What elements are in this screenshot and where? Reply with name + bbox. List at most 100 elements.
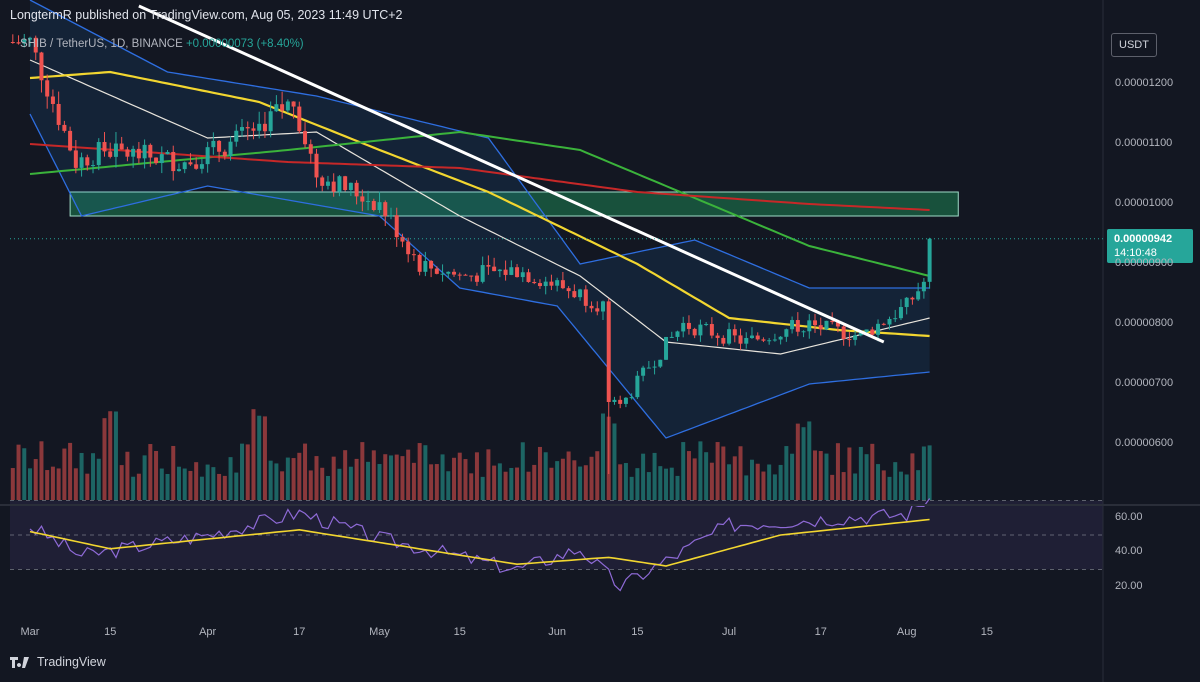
candle-body [704, 324, 709, 326]
candle-body [371, 201, 376, 211]
candle-body [492, 266, 497, 272]
candle-body [22, 39, 27, 44]
candle-body [686, 322, 691, 329]
volume-bar [297, 452, 302, 500]
volume-bar [635, 468, 640, 500]
candle-body [537, 283, 542, 287]
volume-bar [22, 448, 27, 500]
time-axis-tick: 17 [293, 626, 306, 638]
volume-bar [39, 441, 44, 500]
volume-bar [417, 443, 422, 500]
candle-body [715, 335, 720, 338]
volume-bar [835, 443, 840, 500]
candle-body [366, 201, 371, 203]
volume-bar [377, 464, 382, 500]
volume-bar [749, 459, 754, 500]
volume-bar [813, 450, 818, 500]
candle-body [297, 106, 302, 132]
volume-bar [136, 473, 141, 500]
candle-body [801, 331, 806, 333]
candle-body [635, 375, 640, 398]
candle-body [96, 142, 101, 166]
candle-body [830, 320, 835, 323]
volume-bar [675, 475, 680, 500]
candle-body [102, 142, 107, 152]
volume-bar [423, 445, 428, 500]
volume-bar [148, 444, 153, 500]
candle-body [394, 215, 399, 238]
trendline [138, 4, 885, 344]
volume-bar [452, 457, 457, 500]
candle-body [583, 289, 588, 306]
volume-bar [406, 449, 411, 500]
candle-body [623, 397, 628, 404]
volume-bar [916, 470, 921, 500]
volume-bar [79, 452, 84, 500]
volume-bar [795, 423, 800, 500]
candle-body [446, 271, 451, 274]
candle-body [211, 140, 216, 148]
volume-bar [790, 453, 795, 500]
candle-body [10, 42, 15, 43]
symbol-name: SHIB / TetherUS, 1D, BINANCE [20, 38, 183, 50]
tradingview-logo[interactable]: TradingView [10, 655, 106, 669]
volume-bar [400, 456, 405, 500]
volume-bar [893, 462, 898, 500]
volume-bar [429, 464, 434, 500]
candle-body [50, 96, 55, 104]
candle-body [331, 181, 336, 192]
volume-bar [927, 445, 932, 500]
candle-body [853, 335, 858, 340]
candle-body [440, 273, 445, 275]
time-axis-tick: 15 [980, 626, 994, 638]
currency-button[interactable]: USDT [1111, 33, 1157, 57]
last-price-value: 0.00000942 [1114, 233, 1173, 245]
candle-body [807, 320, 812, 332]
volume-bar [853, 473, 858, 500]
candle-body [904, 297, 909, 308]
candle-body [813, 320, 818, 326]
volume-bar [50, 466, 55, 500]
volume-bar [755, 463, 760, 500]
volume-bar [658, 466, 663, 500]
candle-body [601, 301, 605, 312]
volume-bar [360, 442, 365, 500]
candle-body [549, 281, 554, 286]
price-axis-tick: 0.00000800 [1115, 317, 1174, 329]
rsi-axis-tick: 40.00 [1115, 545, 1143, 558]
candle-body [217, 140, 222, 152]
rsi-axis-tick: 20.00 [1115, 579, 1143, 592]
candle-body [136, 148, 141, 159]
candle-body [262, 123, 267, 132]
symbol-info[interactable]: SHIB / TetherUS, 1D, BINANCE +0.00000073… [20, 38, 304, 50]
volume-bar [589, 456, 594, 500]
candle-body [818, 325, 823, 330]
candle-body [320, 177, 325, 186]
volume-bar [102, 418, 107, 500]
volume-bar [778, 464, 783, 500]
candle-body [33, 37, 38, 53]
volume-bar [16, 444, 21, 500]
candle-body [612, 399, 617, 402]
candle-body [520, 272, 525, 278]
candle-body [543, 281, 548, 287]
volume-bar [119, 465, 124, 500]
volume-bar [898, 471, 903, 500]
time-axis-tick: 17 [814, 626, 827, 638]
candle-body [784, 329, 789, 337]
candle-body [641, 367, 646, 376]
volume-bar [113, 411, 118, 500]
ma-line-yellow [29, 70, 930, 338]
volume-bar [910, 453, 915, 500]
volume-bar [251, 409, 256, 500]
candle-body [795, 320, 800, 332]
candle-body [205, 147, 210, 165]
candle-body [727, 329, 732, 344]
volume-bar [738, 446, 743, 500]
volume-bar [440, 454, 445, 500]
volume-bar [68, 442, 73, 500]
candle-body [360, 196, 365, 202]
candle-body [314, 153, 319, 178]
candle-body [159, 154, 164, 164]
